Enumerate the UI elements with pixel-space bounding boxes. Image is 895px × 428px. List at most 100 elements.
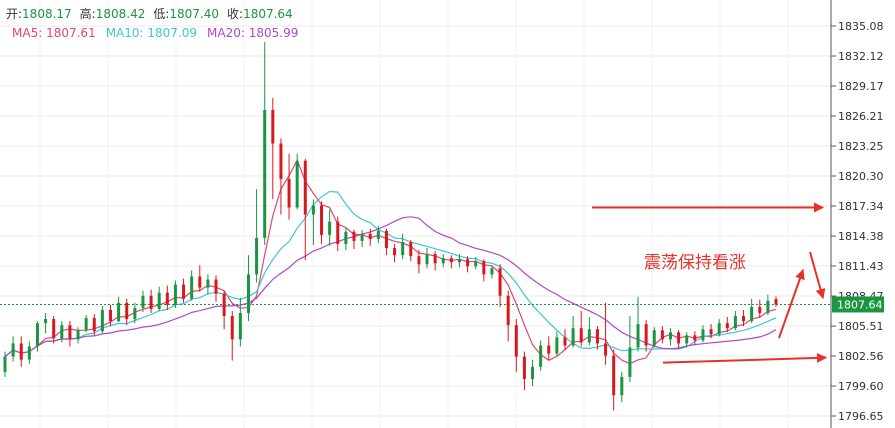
candle bbox=[701, 325, 705, 343]
candle bbox=[449, 255, 453, 269]
candle bbox=[44, 312, 48, 334]
open-value: 1808.17 bbox=[22, 7, 72, 21]
candle-body bbox=[717, 323, 721, 335]
candle bbox=[417, 250, 421, 274]
candle-body bbox=[457, 259, 461, 263]
candle-body bbox=[393, 248, 397, 256]
candle-body bbox=[433, 254, 437, 264]
ma20-legend: MA20: 1805.99 bbox=[207, 26, 298, 40]
candle-body bbox=[182, 284, 186, 299]
candle-body bbox=[165, 292, 169, 305]
candle-body bbox=[555, 337, 559, 354]
candle bbox=[117, 296, 121, 323]
candle bbox=[498, 264, 502, 307]
candle bbox=[125, 298, 129, 326]
candle bbox=[774, 296, 778, 307]
candle-body bbox=[287, 179, 291, 208]
candle-body bbox=[531, 366, 535, 379]
candle-body bbox=[685, 335, 689, 344]
candle-body bbox=[100, 309, 104, 332]
candle-body bbox=[417, 256, 421, 265]
candle bbox=[352, 229, 356, 250]
candle-body bbox=[384, 230, 388, 249]
support-arrow bbox=[662, 352, 827, 364]
candle bbox=[368, 228, 372, 247]
candle-body bbox=[595, 329, 599, 344]
candle bbox=[441, 254, 445, 268]
candle-body bbox=[117, 302, 121, 322]
candle bbox=[393, 243, 397, 263]
candle-body bbox=[579, 328, 583, 343]
candle bbox=[555, 331, 559, 357]
candle-body bbox=[466, 259, 470, 267]
candle bbox=[685, 332, 689, 347]
candle-body bbox=[668, 332, 672, 340]
candle bbox=[173, 280, 177, 308]
candle bbox=[766, 294, 770, 316]
candles bbox=[3, 42, 778, 411]
candle-body bbox=[360, 233, 364, 241]
candle bbox=[190, 270, 194, 301]
y-axis-ticks: 1835.08 1832.12 1829.17 1826.21 1823.25 1820.… bbox=[831, 20, 884, 423]
candle bbox=[165, 285, 169, 310]
candle-body bbox=[214, 279, 218, 294]
candle bbox=[750, 298, 754, 324]
candle bbox=[758, 299, 762, 319]
candle bbox=[336, 216, 340, 252]
candle bbox=[320, 201, 324, 244]
candle-body bbox=[3, 356, 7, 372]
candle-body bbox=[44, 319, 48, 324]
y-tick-label: 1823.25 bbox=[838, 140, 884, 153]
candle bbox=[474, 257, 478, 270]
ohlc-header: 开:1808.17 高:1808.42 低:1807.40 收:1807.64 bbox=[6, 6, 293, 21]
candle bbox=[19, 336, 23, 367]
candle bbox=[287, 153, 291, 220]
candle bbox=[84, 315, 88, 333]
candle bbox=[376, 225, 380, 243]
candle-body bbox=[141, 295, 145, 308]
candle-body bbox=[255, 237, 259, 275]
candle-body bbox=[27, 346, 31, 360]
candle bbox=[660, 326, 664, 344]
candle-body bbox=[76, 330, 80, 340]
candle bbox=[344, 227, 348, 251]
candle bbox=[11, 336, 15, 362]
candle-body bbox=[539, 345, 543, 367]
candle bbox=[506, 290, 510, 342]
candle bbox=[425, 248, 429, 269]
ma5-legend: MA5: 1807.61 bbox=[12, 26, 96, 40]
candle-body bbox=[352, 231, 356, 241]
candle-body bbox=[35, 323, 39, 347]
y-tick-label: 1796.65 bbox=[838, 410, 884, 423]
candle bbox=[693, 331, 697, 345]
y-tick-label: 1799.60 bbox=[838, 380, 884, 393]
candle-body bbox=[612, 355, 616, 396]
candle bbox=[230, 310, 234, 361]
candle bbox=[490, 265, 494, 279]
candle bbox=[149, 289, 153, 313]
candle bbox=[303, 158, 307, 261]
high-label: 高: bbox=[80, 6, 96, 21]
candle bbox=[531, 359, 535, 387]
candle-body bbox=[344, 231, 348, 244]
y-tick-label: 1811.43 bbox=[838, 260, 884, 273]
candle bbox=[709, 324, 713, 339]
candle bbox=[482, 259, 486, 282]
y-tick-label: 1802.56 bbox=[838, 350, 884, 363]
candle-body bbox=[246, 274, 250, 313]
candle-body bbox=[441, 258, 445, 264]
candle bbox=[457, 254, 461, 268]
candle-body bbox=[279, 143, 283, 180]
candle bbox=[620, 371, 624, 403]
candle-body bbox=[190, 276, 194, 299]
candle bbox=[52, 316, 56, 344]
candle-body bbox=[173, 284, 177, 305]
candle-body bbox=[425, 254, 429, 265]
candle-body bbox=[563, 337, 567, 346]
annotation-text: 震荡保持看涨 bbox=[644, 253, 746, 273]
ma10-line bbox=[4, 190, 777, 358]
candle bbox=[255, 189, 259, 283]
ma20-line bbox=[4, 216, 777, 358]
candle bbox=[271, 97, 275, 200]
